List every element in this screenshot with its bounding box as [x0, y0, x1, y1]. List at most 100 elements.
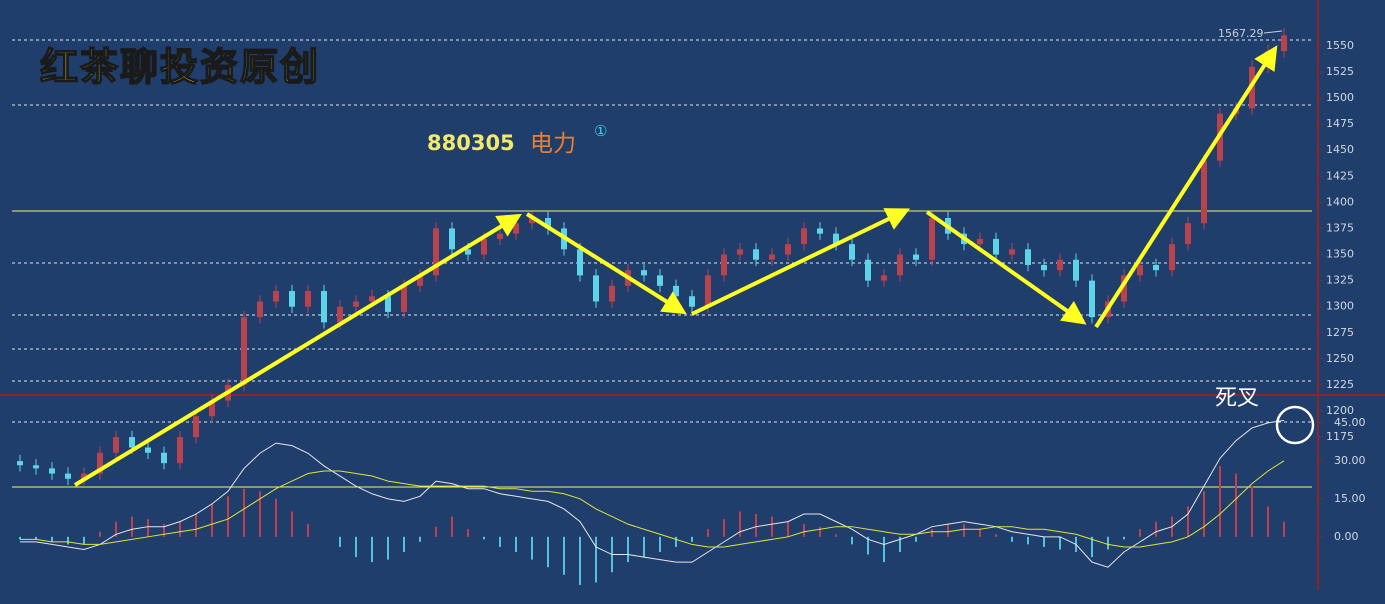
- y-tick-label: 0.00: [1334, 530, 1359, 543]
- high-pointer: [1263, 30, 1283, 34]
- candle-body: [1201, 160, 1207, 224]
- candle-body: [1281, 35, 1287, 52]
- y-tick-label: 1550: [1326, 39, 1354, 52]
- candle-body: [593, 275, 599, 302]
- support-lines: [12, 210, 1312, 488]
- candle-body: [673, 285, 679, 297]
- y-tick-label: 1525: [1326, 65, 1354, 78]
- y-tick-label: 1500: [1326, 91, 1354, 104]
- candle-body: [97, 452, 103, 474]
- candle-body: [1009, 249, 1015, 255]
- candle-body: [321, 291, 327, 323]
- candle-body: [1121, 275, 1127, 302]
- candle-body: [129, 437, 135, 448]
- candle-body: [545, 218, 551, 229]
- y-tick-label: 1300: [1326, 300, 1354, 313]
- y-tick-label: 1475: [1326, 117, 1354, 130]
- candle-body: [353, 301, 359, 307]
- candle-body: [417, 275, 423, 286]
- y-tick-label: 1250: [1326, 352, 1354, 365]
- reference-lines: [12, 39, 1312, 423]
- plot: 1175 1200 1225 1250 1275 1300 1325 1350 1375 1400…: [17, 27, 1366, 585]
- candle-body: [289, 291, 295, 307]
- candle-body: [17, 461, 23, 466]
- candle-body: [897, 254, 903, 276]
- candle-body: [769, 254, 775, 260]
- candle-body: [465, 249, 471, 255]
- candle-body: [1137, 264, 1143, 276]
- trend-arrows: [73, 45, 1278, 487]
- candle-body: [993, 238, 999, 255]
- candle-body: [529, 218, 535, 224]
- y-tick-label: 45.00: [1334, 416, 1366, 429]
- candle-body: [865, 259, 871, 281]
- candle-body: [193, 416, 199, 438]
- y-tick-label: 1350: [1326, 248, 1354, 261]
- candle-body: [177, 437, 183, 464]
- candle-body: [1041, 264, 1047, 271]
- macd-line: [20, 419, 1285, 568]
- annotation: 死叉: [1215, 386, 1259, 411]
- candle-body: [65, 473, 71, 479]
- candle-body: [609, 285, 615, 302]
- candle-body: [977, 238, 983, 245]
- y-tick-label: 1275: [1326, 326, 1354, 339]
- candle-body: [209, 400, 215, 417]
- candle-body: [753, 249, 759, 260]
- candle-body: [241, 317, 247, 385]
- y-tick-label: 1325: [1326, 274, 1354, 287]
- candle-body: [449, 228, 455, 250]
- candle-body: [1153, 264, 1159, 271]
- macd-line: [20, 460, 1285, 548]
- candle-body: [481, 238, 487, 255]
- chart-title: 880305: [427, 131, 515, 155]
- candle-body: [49, 468, 55, 474]
- candle-body: [433, 228, 439, 276]
- candle-body: [801, 228, 807, 245]
- cross-circle: [1275, 405, 1315, 445]
- candle-body: [369, 296, 375, 302]
- badge: ①: [594, 122, 607, 140]
- y-tick-label: 1425: [1326, 169, 1354, 182]
- y-tick-label: 1225: [1326, 378, 1354, 391]
- candle-body: [513, 223, 519, 234]
- candle-body: [401, 285, 407, 312]
- candle-body: [1057, 259, 1063, 271]
- y-tick-label: 1375: [1326, 221, 1354, 234]
- candle-body: [305, 291, 311, 307]
- candle-body: [721, 254, 727, 276]
- candle-body: [81, 473, 87, 479]
- chart-subtitle: 电力: [530, 131, 576, 157]
- candle-body: [881, 275, 887, 281]
- candle-body: [145, 447, 151, 453]
- candle-body: [689, 296, 695, 307]
- y-tick-label: 30.00: [1334, 454, 1366, 467]
- candle-body: [273, 291, 279, 302]
- candle-body: [1169, 244, 1175, 271]
- candle-body: [1185, 223, 1191, 245]
- candle-body: [1025, 249, 1031, 265]
- candle-body: [33, 465, 39, 469]
- candle-body: [385, 296, 391, 312]
- high-label: 1567.29: [1218, 27, 1264, 40]
- candle-body: [257, 301, 263, 318]
- candle-body: [1073, 259, 1079, 281]
- candle-body: [737, 249, 743, 255]
- candle-body: [577, 249, 583, 276]
- watermark: 红茶聊投资原创: [40, 45, 320, 89]
- candle-body: [161, 452, 167, 464]
- candle-body: [113, 437, 119, 453]
- y-tick-label: 15.00: [1334, 492, 1366, 505]
- candle-body: [641, 270, 647, 276]
- candle-body: [1089, 280, 1095, 318]
- candle-body: [337, 306, 343, 323]
- y-tick-label: 1400: [1326, 195, 1354, 208]
- candle-body: [929, 218, 935, 260]
- candle-body: [705, 275, 711, 307]
- candle-body: [833, 233, 839, 245]
- y-tick-label: 1450: [1326, 143, 1354, 156]
- candle-body: [657, 275, 663, 286]
- y-tick-label: 1175: [1326, 430, 1354, 443]
